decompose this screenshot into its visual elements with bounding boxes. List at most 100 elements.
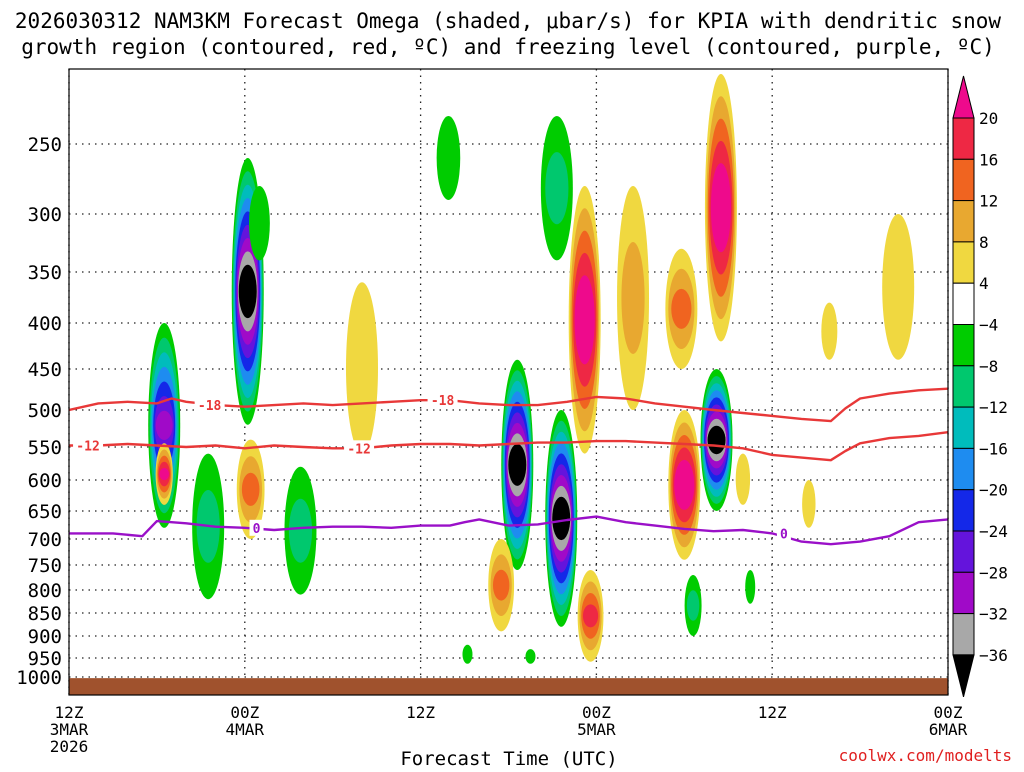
omega-band-16 bbox=[582, 604, 599, 628]
y-axis: 2503003504004505005506006507007508008509… bbox=[16, 134, 62, 689]
y-tick-label-650: 650 bbox=[28, 501, 62, 523]
omega-band--4 bbox=[436, 116, 461, 200]
y-tick-label-950: 950 bbox=[28, 648, 62, 670]
omega-cell-8 bbox=[436, 116, 461, 200]
colorbar-swatch-7 bbox=[952, 406, 975, 449]
plot-frame bbox=[68, 68, 949, 696]
omega-cell-23 bbox=[802, 480, 816, 528]
omega-cell-25 bbox=[821, 302, 838, 360]
colorbar-under-triangle bbox=[952, 654, 975, 698]
omega-band-8 bbox=[621, 242, 645, 354]
chart-title-line2: growth region (contoured, red, ºC) and f… bbox=[21, 35, 995, 59]
omega-cell-19 bbox=[700, 369, 733, 511]
x-tick-label-12-0: 00Z bbox=[230, 703, 259, 722]
y-tick-label-800: 800 bbox=[28, 580, 62, 602]
colorbar-swatch-6 bbox=[952, 365, 975, 408]
omega-band-4 bbox=[735, 453, 751, 505]
colorbar: 20 16 12 8 4 −4 −8 −12 −16 −20 −24 −28 −32 −36 bbox=[952, 75, 1008, 698]
y-tick-label-900: 900 bbox=[28, 626, 62, 648]
colorbar-label-2: 12 bbox=[979, 192, 998, 211]
y-tick-label-1000: 1000 bbox=[16, 667, 62, 689]
omega-cell-7 bbox=[346, 282, 378, 454]
y-tick-label-500: 500 bbox=[28, 400, 62, 422]
dendritic-bottom-minus-12-label-bg-0 bbox=[73, 437, 104, 454]
omega-band--40 bbox=[553, 507, 570, 530]
omega-band-4 bbox=[346, 282, 378, 454]
omega-cell-6 bbox=[249, 186, 270, 261]
x-tick-label-36-1: 5MAR bbox=[577, 720, 616, 739]
omega-band-24 bbox=[712, 185, 730, 230]
freezing-level-0-label-1: 0 bbox=[780, 527, 788, 542]
colorbar-label-8: −16 bbox=[979, 439, 1008, 458]
omega-cell-16 bbox=[665, 248, 698, 369]
y-tick-label-700: 700 bbox=[28, 529, 62, 551]
colorbar-label-5: −4 bbox=[979, 316, 998, 335]
y-tick-label-250: 250 bbox=[28, 134, 62, 156]
colorbar-swatch-4 bbox=[952, 282, 975, 326]
omega-band--40 bbox=[509, 454, 526, 476]
omega-cell-24 bbox=[882, 214, 915, 360]
credit-link[interactable]: coolwx.com/modelts bbox=[839, 746, 1012, 765]
dendritic-bottom-minus-12-label-1: -12 bbox=[347, 442, 370, 457]
ground-layer bbox=[69, 678, 948, 695]
omega-cell-20 bbox=[684, 575, 702, 636]
colorbar-swatch-0 bbox=[952, 117, 975, 160]
y-tick-label-600: 600 bbox=[28, 470, 62, 492]
omega-band-12 bbox=[492, 569, 510, 601]
omega-cell-9 bbox=[501, 359, 534, 570]
omega-band--8 bbox=[545, 152, 569, 225]
colorbar-swatch-12 bbox=[952, 613, 975, 656]
omega-cell-5 bbox=[284, 466, 317, 595]
dendritic-top-minus-18-label-bg-0 bbox=[194, 397, 225, 414]
omega-band-24 bbox=[675, 472, 693, 498]
y-tick-label-400: 400 bbox=[28, 313, 62, 335]
chart-title-line1: 2026030312 NAM3KM Forecast Omega (shaded… bbox=[15, 9, 1002, 33]
dendritic-top-minus-18-label-1: -18 bbox=[431, 394, 455, 409]
freezing-level-0-label-bg-1 bbox=[776, 525, 791, 542]
omega-band--8 bbox=[686, 590, 700, 621]
omega-cell-11 bbox=[545, 410, 578, 627]
omega-cell-22 bbox=[735, 453, 751, 505]
colorbar-swatch-10 bbox=[952, 530, 975, 573]
omega-cell-12 bbox=[540, 116, 573, 261]
freezing-level-0-label-bg-0 bbox=[249, 519, 264, 536]
colorbar-swatch-8 bbox=[952, 447, 975, 491]
y-tick-label-300: 300 bbox=[28, 204, 62, 226]
omega-cell-1 bbox=[155, 443, 173, 505]
x-tick-label-48-0: 12Z bbox=[758, 703, 787, 722]
x-axis-label: Forecast Time (UTC) bbox=[400, 748, 617, 768]
omega-cell-21 bbox=[745, 570, 756, 604]
colorbar-label-10: −24 bbox=[979, 522, 1008, 541]
omega-cell-18 bbox=[704, 74, 737, 342]
contour-lines: -18 -18 -12 -12 0 0 bbox=[69, 387, 948, 546]
omega-band--28 bbox=[155, 410, 173, 440]
dendritic-bottom-minus-12-label-bg-1 bbox=[344, 440, 375, 457]
colorbar-over-triangle bbox=[952, 75, 975, 119]
colorbar-label-4: 4 bbox=[979, 274, 989, 293]
colorbar-label-0: 20 bbox=[979, 109, 998, 128]
omega-band--4 bbox=[249, 186, 270, 261]
omega-cell-27 bbox=[525, 649, 536, 664]
omega-band--4 bbox=[745, 570, 756, 604]
y-tick-label-550: 550 bbox=[28, 437, 62, 459]
colorbar-label-11: −28 bbox=[979, 563, 1008, 582]
dendritic-top-minus-18-label-0: -18 bbox=[198, 399, 222, 414]
omega-cell-14 bbox=[577, 570, 604, 662]
colorbar-swatch-3 bbox=[952, 241, 975, 284]
y-tick-label-350: 350 bbox=[28, 262, 62, 284]
omega-band--4 bbox=[462, 644, 473, 664]
omega-cell-3 bbox=[236, 439, 265, 539]
omega-cell-13 bbox=[568, 185, 601, 454]
omega-cell-26 bbox=[462, 644, 473, 664]
omega-cell-10 bbox=[488, 539, 515, 632]
freezing-level-0-label-0: 0 bbox=[253, 522, 261, 537]
y-tick-label-450: 450 bbox=[28, 359, 62, 381]
colorbar-swatch-11 bbox=[952, 571, 975, 615]
y-tick-label-750: 750 bbox=[28, 555, 62, 577]
dendritic-top-minus-18-label-bg-1 bbox=[427, 392, 458, 409]
omega-band-4 bbox=[821, 302, 838, 360]
omega-band-20 bbox=[159, 467, 170, 481]
omega-band-24 bbox=[575, 297, 594, 343]
x-tick-label-12-1: 4MAR bbox=[226, 720, 265, 739]
